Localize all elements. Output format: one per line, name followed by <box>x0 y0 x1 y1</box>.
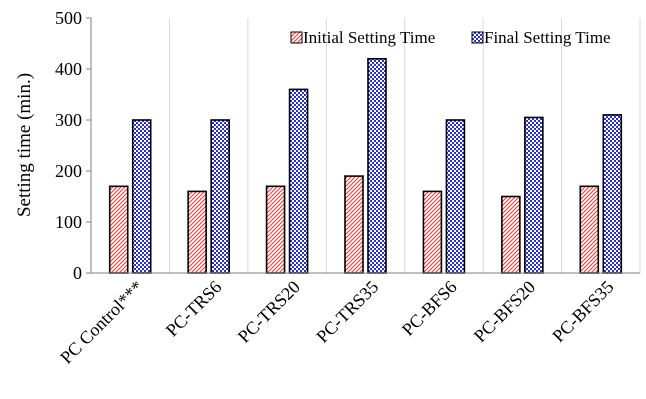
grid-layer <box>90 18 641 273</box>
x-tick-label: PC-TRS35 <box>312 277 382 347</box>
y-tick-label: 300 <box>55 110 82 130</box>
bar-final <box>131 119 152 274</box>
bar-initial <box>501 195 521 274</box>
x-tick-label: PC-TRS20 <box>234 277 304 347</box>
x-tick-label: PC-BFS6 <box>398 277 461 340</box>
y-tick-label: 500 <box>55 8 82 28</box>
bar-initial <box>579 185 600 274</box>
bar-final <box>367 57 387 274</box>
y-tick-label: 0 <box>73 263 82 283</box>
bar-final <box>524 116 544 274</box>
bars-layer <box>108 57 623 274</box>
y-tick-labels: 0 100 200 300 400 500 <box>55 8 91 283</box>
bar-initial <box>108 185 129 274</box>
bar-initial <box>265 185 286 274</box>
legend-label-initial: Initial Setting Time <box>303 28 435 47</box>
y-tick-label: 400 <box>55 59 82 79</box>
x-tick-label: PC Control*** <box>56 277 147 368</box>
x-tick-label: PC-BFS20 <box>470 277 539 346</box>
bar-final <box>288 88 309 274</box>
y-tick-label: 100 <box>55 212 82 232</box>
y-axis-title: Setting time (min.) <box>14 73 35 217</box>
x-tick-label: PC-BFS35 <box>548 277 617 346</box>
bar-initial <box>422 190 443 274</box>
x-tick-labels: PC Control*** PC-TRS6 PC-TRS20 PC-TRS35 PC-B… <box>56 277 617 368</box>
bar-final <box>602 114 623 274</box>
bar-final <box>445 119 466 274</box>
x-tick-label: PC-TRS6 <box>162 277 226 341</box>
axes-layer <box>90 18 640 274</box>
y-tick-label: 200 <box>55 161 82 181</box>
bar-initial <box>344 175 364 274</box>
legend: Initial Setting Time Final Setting Time <box>290 28 611 47</box>
legend-label-final: Final Setting Time <box>484 28 611 47</box>
legend-swatch-initial <box>290 31 303 44</box>
legend-swatch-final <box>471 31 484 44</box>
bar-initial <box>187 190 207 274</box>
bar-final <box>210 119 230 274</box>
